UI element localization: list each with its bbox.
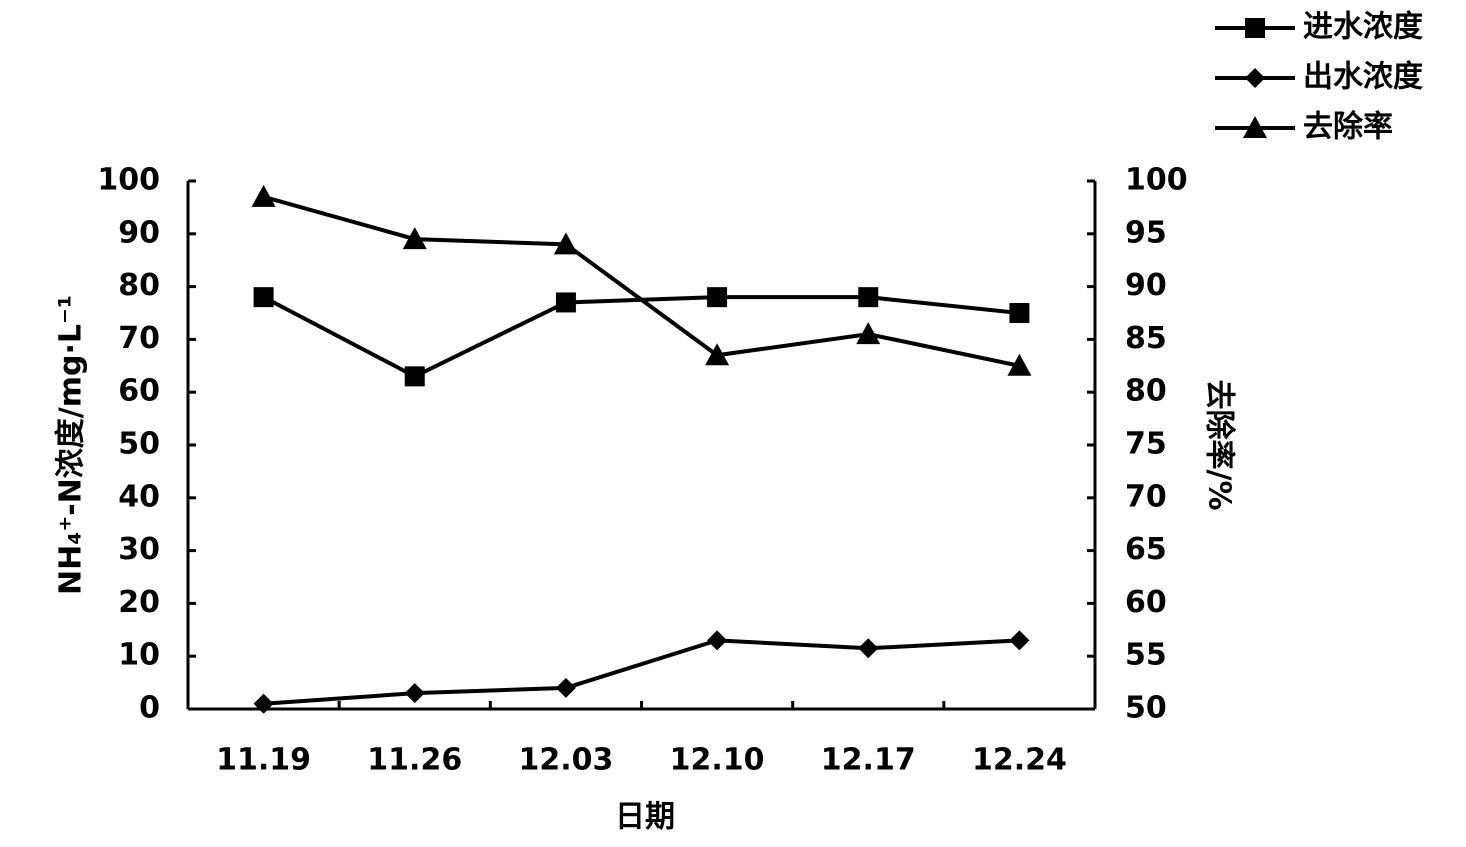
marker <box>553 232 578 255</box>
marker <box>858 287 879 308</box>
y-tick-label: 80 <box>118 268 160 303</box>
y-tick-label: 100 <box>97 163 160 198</box>
marker <box>1009 630 1030 651</box>
marker <box>253 287 274 308</box>
legend-marker <box>1243 116 1267 138</box>
legend-marker <box>1245 18 1265 38</box>
y-tick-label: 20 <box>118 585 160 620</box>
x-tick-label: 12.03 <box>518 743 613 778</box>
marker <box>555 677 576 698</box>
y2-tick-label: 80 <box>1125 374 1167 409</box>
y2-tick-label: 90 <box>1125 268 1167 303</box>
y-axis-label: NH₄⁺-N浓度/mg·L⁻¹ <box>54 295 89 595</box>
marker <box>856 322 881 345</box>
marker <box>705 343 730 366</box>
marker <box>858 638 879 659</box>
y2-tick-label: 60 <box>1125 585 1167 620</box>
x-tick-label: 11.26 <box>367 743 462 778</box>
y2-tick-label: 100 <box>1125 163 1188 198</box>
y-tick-label: 40 <box>118 479 160 514</box>
y-tick-label: 90 <box>118 215 160 250</box>
legend-marker <box>1245 68 1265 88</box>
y2-tick-label: 75 <box>1125 427 1167 462</box>
x-tick-label: 12.24 <box>972 743 1067 778</box>
marker <box>404 366 425 387</box>
y-tick-label: 50 <box>118 427 160 462</box>
y-tick-label: 70 <box>118 321 160 356</box>
marker <box>253 693 274 714</box>
series-line <box>263 638 1020 706</box>
y-tick-label: 0 <box>139 691 160 726</box>
y2-tick-label: 85 <box>1125 321 1167 356</box>
legend-label: 进水浓度 <box>1303 10 1423 45</box>
series-line <box>262 295 1020 379</box>
x-tick-label: 12.17 <box>821 743 916 778</box>
y2-tick-label: 55 <box>1125 638 1167 673</box>
y-tick-label: 30 <box>118 532 160 567</box>
y-tick-label: 10 <box>118 638 160 673</box>
marker <box>707 630 728 651</box>
y2-axis-label: 去除率/% <box>1202 379 1237 510</box>
y2-tick-label: 50 <box>1125 691 1167 726</box>
y2-tick-label: 70 <box>1125 479 1167 514</box>
y2-tick-label: 95 <box>1125 215 1167 250</box>
marker <box>251 184 276 207</box>
marker <box>1007 353 1032 376</box>
marker <box>555 292 576 313</box>
x-tick-label: 12.10 <box>670 743 765 778</box>
x-axis-label: 日期 <box>615 800 675 835</box>
marker <box>402 227 427 250</box>
series-line <box>263 194 1020 368</box>
marker <box>1009 303 1030 323</box>
x-tick-label: 11.19 <box>216 743 311 778</box>
legend-label: 出水浓度 <box>1303 60 1423 95</box>
legend-label: 去除率 <box>1303 110 1393 145</box>
y2-tick-label: 65 <box>1125 532 1167 567</box>
y-tick-label: 60 <box>118 374 160 409</box>
marker <box>404 683 425 704</box>
marker <box>707 287 728 308</box>
